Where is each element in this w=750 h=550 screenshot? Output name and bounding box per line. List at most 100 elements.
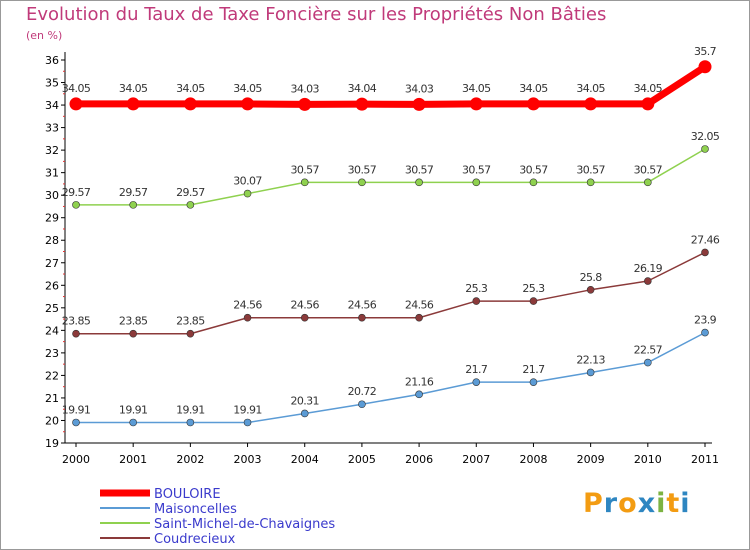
data-point <box>243 418 252 427</box>
data-label: 24.56 <box>405 299 434 312</box>
data-point <box>472 297 481 305</box>
data-point <box>358 400 366 409</box>
x-tick-label: 2002 <box>176 453 204 466</box>
data-point <box>129 201 137 209</box>
data-label: 32.05 <box>691 130 720 143</box>
y-tick-label: 29 <box>45 212 59 225</box>
data-point <box>186 418 195 427</box>
data-label: 24.56 <box>348 299 377 312</box>
x-tick-label: 2003 <box>234 453 262 466</box>
data-label: 34.03 <box>290 82 319 95</box>
data-point <box>415 390 423 399</box>
x-tick-label: 2010 <box>634 453 662 466</box>
data-label: 20.31 <box>290 394 319 407</box>
axes: 19 20 21 22 23 24 25 26 27 28 29 30 31 32 33 34 35 36 2000… <box>45 52 719 466</box>
logo-letter: t <box>666 488 681 519</box>
data-point <box>358 178 366 187</box>
legend-item: BOULOIRE <box>100 487 221 502</box>
y-tick-label: 28 <box>45 234 59 247</box>
series-layer: 29.57 29.57 29.57 30.07 30.57 30.57 30.57 30.57… <box>62 45 720 427</box>
data-label: 19.91 <box>233 403 262 416</box>
data-point <box>300 313 309 322</box>
data-label: 24.56 <box>233 299 262 312</box>
data-label: 30.57 <box>462 163 491 176</box>
data-label: 29.57 <box>176 186 205 199</box>
data-point <box>72 329 80 338</box>
data-point <box>186 201 195 209</box>
data-label: 19.91 <box>62 403 91 416</box>
data-label: 34.03 <box>405 82 434 95</box>
data-label: 30.07 <box>233 175 262 188</box>
data-point <box>529 378 538 386</box>
series-coudrecieux: 23.85 23.85 23.85 24.56 24.56 24.56 24.56 25.3 2… <box>62 233 720 338</box>
data-point <box>186 329 195 338</box>
legend: BOULOIREMaisoncellesSaint-Michel-de-Chav… <box>100 487 335 547</box>
data-label: 34.05 <box>176 82 205 95</box>
data-label: 22.13 <box>576 353 605 366</box>
data-point <box>415 313 423 322</box>
data-point <box>129 418 137 427</box>
y-tick-label: 27 <box>45 257 59 270</box>
x-tick-label: 2000 <box>62 453 90 466</box>
data-point <box>644 358 652 367</box>
data-label: 24.56 <box>290 299 319 312</box>
data-label: 27.46 <box>691 233 720 246</box>
y-tick-label: 31 <box>45 167 59 180</box>
data-point <box>529 178 538 187</box>
data-label: 30.57 <box>576 163 605 176</box>
data-label: 25.8 <box>580 271 603 284</box>
data-point <box>701 248 709 257</box>
logo-letter: i <box>680 488 691 519</box>
data-label: 23.85 <box>176 315 205 328</box>
logo-letter: i <box>656 488 667 519</box>
data-point <box>298 97 312 111</box>
data-point <box>412 97 426 111</box>
series-line <box>76 331 706 424</box>
data-point <box>641 97 655 111</box>
data-label: 30.57 <box>348 163 377 176</box>
data-point <box>358 313 366 322</box>
data-point <box>129 329 137 338</box>
data-point <box>644 178 652 187</box>
y-tick-label: 32 <box>45 144 59 157</box>
legend-label: Saint-Michel-de-Chavaignes <box>154 517 335 532</box>
unit-label: (en %) <box>26 29 63 42</box>
legend-label: Maisoncelles <box>154 502 237 517</box>
x-tick-label: 2009 <box>577 453 605 466</box>
y-tick-label: 25 <box>45 302 59 315</box>
y-tick-label: 30 <box>45 189 59 202</box>
data-label: 34.05 <box>634 82 663 95</box>
data-label: 30.57 <box>290 163 319 176</box>
data-label: 20.72 <box>348 385 377 398</box>
data-label: 21.16 <box>405 375 434 388</box>
y-tick-label: 34 <box>45 99 59 112</box>
data-label: 30.57 <box>634 163 663 176</box>
data-label: 34.05 <box>462 82 491 95</box>
y-tick-label: 26 <box>45 279 59 292</box>
data-point <box>469 97 483 111</box>
y-tick-label: 36 <box>45 54 59 67</box>
data-label: 23.85 <box>119 315 148 328</box>
data-label: 21.7 <box>465 363 488 376</box>
data-point <box>586 285 595 294</box>
data-label: 22.57 <box>634 344 663 357</box>
data-label: 19.91 <box>119 403 148 416</box>
x-tick-label: 2004 <box>291 453 319 466</box>
x-tick-label: 2007 <box>462 453 490 466</box>
data-label: 30.57 <box>519 163 548 176</box>
data-point <box>72 201 80 209</box>
data-point <box>472 178 481 187</box>
y-tick-label: 22 <box>45 369 59 382</box>
data-label: 21.7 <box>522 363 545 376</box>
data-point <box>526 97 540 111</box>
logo-letter: r <box>603 488 619 519</box>
y-tick-label: 33 <box>45 122 59 135</box>
x-tick-label: 2005 <box>348 453 376 466</box>
chart-title: Evolution du Taux de Taxe Foncière sur l… <box>26 4 607 25</box>
y-tick-label: 23 <box>45 347 59 360</box>
data-point <box>243 189 252 198</box>
data-label: 30.57 <box>405 163 434 176</box>
y-tick-label: 20 <box>45 414 59 427</box>
